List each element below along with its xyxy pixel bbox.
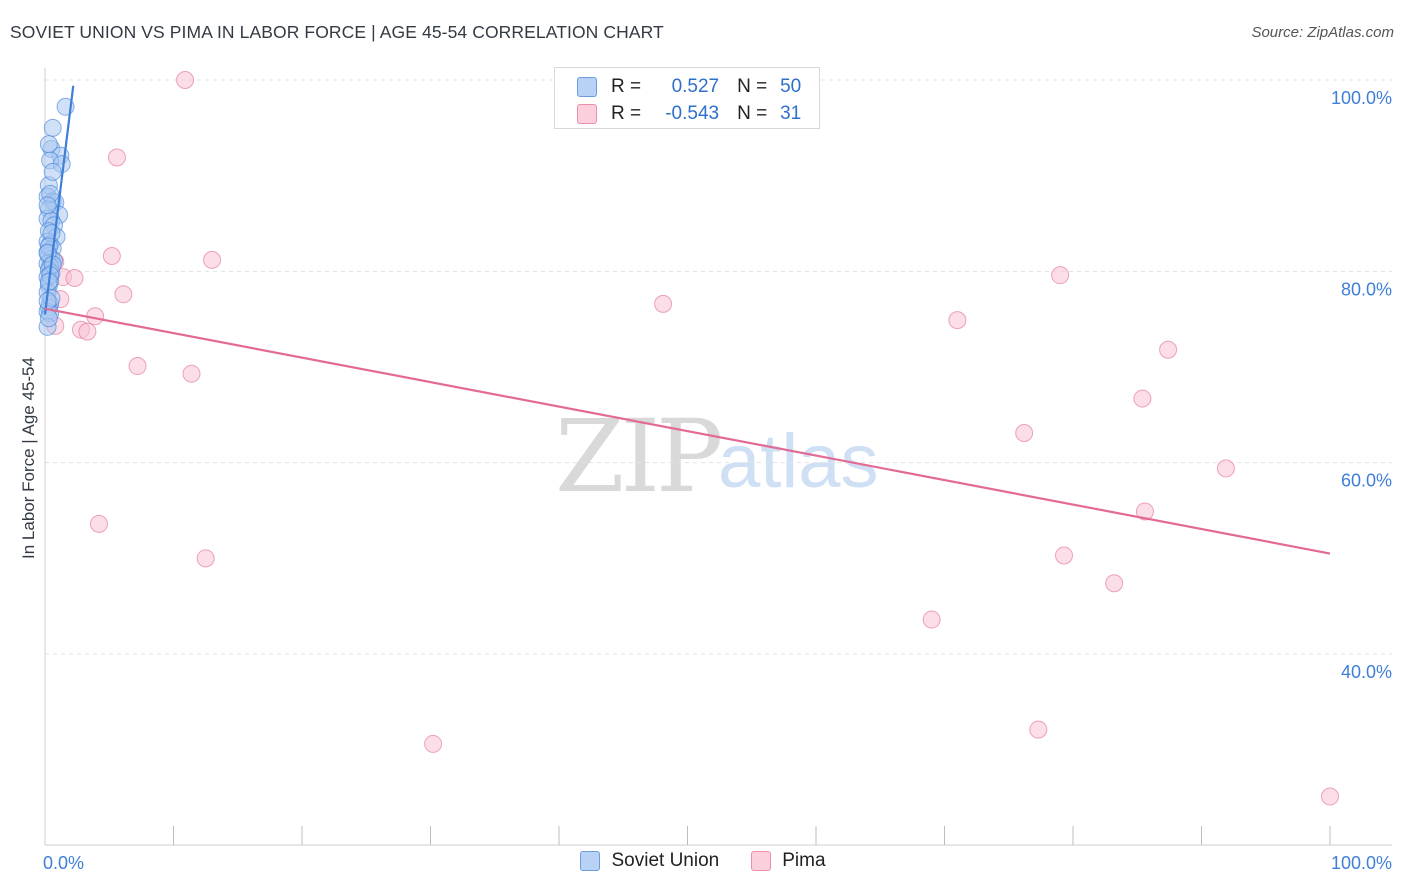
point-pima [65, 269, 84, 288]
legend-label: Pima [782, 850, 826, 871]
point-pima [196, 549, 215, 568]
legend-r-label: R = [611, 103, 642, 124]
point-pima [203, 250, 222, 269]
series-legend: Soviet Union Pima [0, 850, 1406, 872]
point-soviet-union [38, 196, 57, 215]
point-pima [1051, 266, 1070, 285]
x-tick-label: 100.0% [1331, 853, 1392, 873]
point-soviet-union [43, 162, 62, 181]
point-pima [424, 734, 443, 753]
point-pima [89, 514, 108, 533]
legend-item-pima: Pima [751, 850, 826, 872]
legend-row-pima: R = -0.543 N = 31 [577, 101, 801, 127]
point-pima [948, 311, 967, 330]
legend-swatch-blue [580, 851, 601, 871]
legend-swatch-pink [751, 851, 772, 871]
legend-n-value: 50 [780, 76, 802, 97]
point-pima [1105, 574, 1124, 593]
legend-swatch-pink [577, 104, 597, 124]
legend-item-soviet-union: Soviet Union [580, 850, 719, 872]
legend-n-label: N = [737, 103, 768, 124]
source-label: Source: ZipAtlas.com [1251, 24, 1394, 41]
legend-swatch-blue [577, 77, 597, 97]
watermark-zip: ZIP [555, 398, 723, 515]
point-soviet-union [43, 118, 62, 137]
x-tick-label: 0.0% [43, 853, 84, 873]
point-pima [1015, 424, 1034, 443]
legend-n-label: N = [737, 76, 768, 97]
point-soviet-union [39, 309, 58, 328]
trendline-soviet-union [43, 85, 75, 315]
legend-r-value: -0.543 [665, 103, 720, 124]
legend-r-label: R = [611, 76, 642, 97]
point-pima [102, 247, 121, 266]
point-pima [1055, 546, 1074, 565]
point-pima [114, 285, 133, 304]
legend-n-value: 31 [780, 103, 802, 124]
legend-r-value: 0.527 [671, 76, 720, 97]
point-pima [1216, 459, 1235, 478]
point-pima [1321, 787, 1339, 806]
point-pima [182, 364, 201, 383]
point-pima [107, 148, 126, 167]
y-tick-label: 40.0% [1341, 662, 1392, 682]
point-pima [1135, 502, 1154, 521]
trendline-pima [44, 307, 1331, 555]
chart-title: SOVIET UNION VS PIMA IN LABOR FORCE | AG… [10, 22, 664, 42]
y-tick-label: 100.0% [1331, 88, 1392, 108]
point-pima [78, 322, 97, 341]
y-tick-label: 80.0% [1341, 279, 1392, 299]
legend-label: Soviet Union [611, 850, 720, 871]
point-pima [176, 71, 195, 89]
point-pima [922, 610, 941, 629]
y-tick-label: 60.0% [1341, 471, 1392, 491]
point-pima [1159, 340, 1178, 359]
point-pima [128, 357, 147, 376]
point-pima [1133, 389, 1152, 408]
legend-row-soviet-union: R = 0.527 N = 50 [577, 74, 801, 100]
point-pima [1029, 720, 1048, 739]
point-pima [654, 294, 673, 313]
correlation-legend: R = 0.527 N = 50 R = -0.543 N = 31 [554, 67, 820, 129]
point-soviet-union [39, 135, 58, 154]
